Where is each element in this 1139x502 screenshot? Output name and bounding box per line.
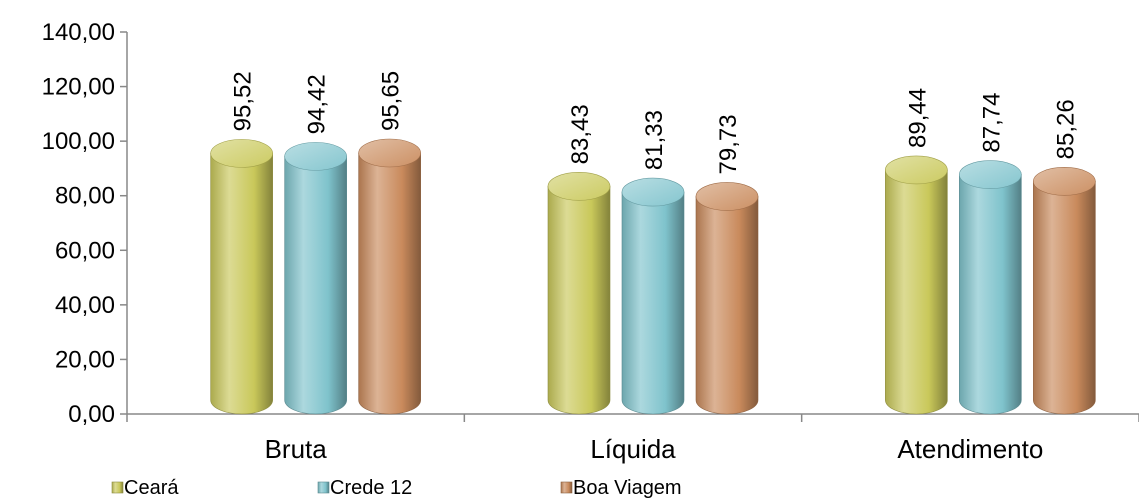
bar-body — [885, 169, 948, 415]
bar-top — [284, 142, 347, 171]
bar-body — [1033, 181, 1096, 415]
data-label: 94,42 — [304, 74, 331, 134]
x-category-label: Líquida — [590, 434, 676, 464]
bar — [885, 155, 948, 415]
y-tick-label: 20,00 — [55, 346, 115, 373]
data-label: 87,74 — [978, 93, 1005, 153]
legend: Ceará Crede 12 Boa Viagem — [111, 477, 682, 499]
legend-swatch — [560, 481, 573, 494]
bar — [1033, 167, 1096, 415]
y-tick-label: 0,00 — [68, 401, 115, 428]
legend-label: Crede 12 — [330, 477, 412, 499]
bar-top — [959, 160, 1022, 189]
data-label: 85,26 — [1052, 99, 1079, 159]
x-category-label: Atendimento — [897, 434, 1043, 464]
bar-top — [695, 182, 759, 211]
bar — [959, 160, 1022, 415]
bar — [621, 177, 685, 415]
axes: 0,00 20,00 40,00 60,00 80,00 100,00 120,00 140,… — [42, 19, 1139, 464]
y-tick-label: 100,00 — [42, 128, 115, 155]
legend-item: Ceará — [111, 477, 179, 499]
bar-top — [547, 172, 611, 201]
bar-top — [358, 138, 421, 168]
y-tick-label: 80,00 — [55, 183, 115, 210]
bar-top — [210, 139, 273, 168]
legend-label: Boa Viagem — [573, 477, 682, 499]
bar-body — [210, 153, 273, 415]
bar-top — [1033, 167, 1096, 196]
data-label: 79,73 — [715, 114, 742, 174]
bar — [284, 142, 347, 415]
x-category-label: Bruta — [265, 434, 328, 464]
y-tick-label: 140,00 — [42, 19, 115, 46]
bar — [210, 139, 273, 415]
bars — [210, 138, 1096, 415]
bar-body — [547, 186, 611, 415]
data-label: 95,52 — [230, 71, 257, 131]
legend-item: Boa Viagem — [560, 477, 682, 499]
legend-label: Ceará — [124, 477, 179, 499]
y-tick-label: 60,00 — [55, 237, 115, 264]
bar-body — [284, 156, 347, 415]
bar — [547, 172, 611, 415]
bar-top — [885, 155, 948, 185]
data-labels: 95,52 94,42 95,65 83,43 81,33 79,73 89,44 87,74… — [230, 71, 1080, 175]
legend-swatch — [317, 481, 330, 494]
bar — [695, 182, 759, 415]
bar-body — [695, 196, 759, 415]
bar — [358, 138, 421, 415]
data-label: 89,44 — [904, 88, 931, 148]
y-tick-label: 40,00 — [55, 292, 115, 319]
legend-swatch — [111, 481, 124, 494]
data-label: 95,65 — [378, 71, 405, 131]
data-label: 81,33 — [641, 110, 668, 170]
data-label: 83,43 — [567, 104, 594, 164]
y-tick-label: 120,00 — [42, 74, 115, 101]
bar-body — [358, 152, 421, 415]
bar-body — [621, 191, 685, 415]
bar-body — [959, 174, 1022, 415]
bar-top — [621, 177, 685, 207]
legend-item: Crede 12 — [317, 477, 412, 499]
